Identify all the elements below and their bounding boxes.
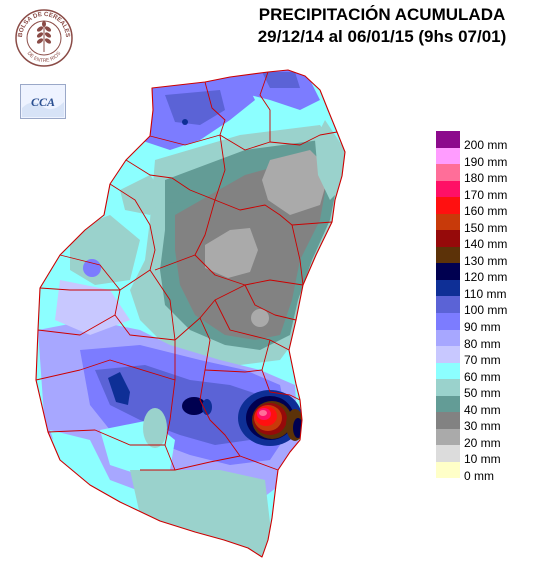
legend-swatch	[436, 379, 460, 396]
legend-swatch	[436, 230, 460, 247]
legend-item: 130 mm	[436, 246, 541, 268]
legend-swatch	[436, 279, 460, 297]
legend-label: 190 mm	[464, 154, 508, 169]
bolsa-de-cereales-seal-icon: BOLSA DE CEREALES DE ENTRE RIOS	[15, 9, 73, 67]
legend-item: 20 mm	[436, 428, 541, 450]
legend-item: 0 mm	[436, 461, 541, 483]
legend-label: 0 mm	[464, 468, 494, 483]
precipitation-legend: 200 mm 190 mm 180 mm 170 mm 160 mm 150 mm 140 …	[436, 131, 541, 483]
legend-swatch	[436, 213, 460, 231]
legend-swatch	[436, 395, 460, 413]
legend-swatch	[436, 461, 460, 479]
legend-item: 10 mm	[436, 445, 541, 467]
legend-label: 130 mm	[464, 253, 508, 268]
legend-swatch	[436, 164, 460, 181]
legend-label: 80 mm	[464, 336, 501, 351]
legend-label: 120 mm	[464, 270, 508, 285]
legend-swatch	[436, 362, 460, 380]
legend-label: 30 mm	[464, 419, 501, 434]
legend-item: 100 mm	[436, 296, 541, 318]
legend-item: 80 mm	[436, 329, 541, 351]
legend-label: 70 mm	[464, 353, 501, 368]
legend-item: 70 mm	[436, 346, 541, 368]
legend-swatch	[436, 445, 460, 462]
legend-label: 20 mm	[464, 435, 501, 450]
legend-item: 50 mm	[436, 379, 541, 401]
legend-swatch	[436, 147, 460, 165]
map-title-block: PRECIPITACIÓN ACUMULADA 29/12/14 al 06/0…	[232, 4, 532, 48]
legend-item: 110 mm	[436, 279, 541, 301]
legend-label: 180 mm	[464, 171, 508, 186]
map-period: 29/12/14 al 06/01/15 (9hs 07/01)	[257, 27, 507, 46]
legend-label: 10 mm	[464, 452, 501, 467]
legend-swatch	[436, 246, 460, 264]
legend-swatch	[436, 180, 460, 198]
legend-label: 60 mm	[464, 369, 501, 384]
legend-label: 140 mm	[464, 237, 508, 252]
legend-label: 150 mm	[464, 220, 508, 235]
cca-logo-text: CCA	[31, 95, 55, 109]
legend-label: 40 mm	[464, 402, 501, 417]
legend-item: 190 mm	[436, 147, 541, 169]
legend-swatch	[436, 346, 460, 363]
legend-swatch	[436, 197, 460, 214]
legend-label: 90 mm	[464, 320, 501, 335]
legend-item: 30 mm	[436, 412, 541, 434]
legend-item: 150 mm	[436, 213, 541, 235]
cca-logo-icon: CCA	[20, 84, 66, 119]
legend-label: 200 mm	[464, 138, 508, 152]
legend-label: 100 mm	[464, 303, 508, 318]
legend-item: 170 mm	[436, 180, 541, 202]
legend-item: 180 mm	[436, 164, 541, 186]
legend-item: 60 mm	[436, 362, 541, 384]
legend-item: 90 mm	[436, 313, 541, 335]
legend-swatch	[436, 313, 460, 330]
legend-label: 170 mm	[464, 187, 508, 202]
legend-label: 50 mm	[464, 386, 501, 401]
legend-item: 200 mm	[436, 131, 541, 152]
legend-swatch	[436, 296, 460, 314]
legend-item: 120 mm	[436, 263, 541, 285]
legend-swatch	[436, 131, 460, 148]
legend-item: 140 mm	[436, 230, 541, 252]
legend-item: 40 mm	[436, 395, 541, 417]
legend-swatch	[436, 263, 460, 280]
legend-label: 160 mm	[464, 204, 508, 219]
legend-swatch	[436, 428, 460, 446]
legend-item: 160 mm	[436, 197, 541, 219]
legend-label: 110 mm	[464, 286, 507, 301]
legend-swatch	[436, 412, 460, 429]
legend-swatch	[436, 329, 460, 347]
map-title: PRECIPITACIÓN ACUMULADA	[258, 5, 506, 24]
